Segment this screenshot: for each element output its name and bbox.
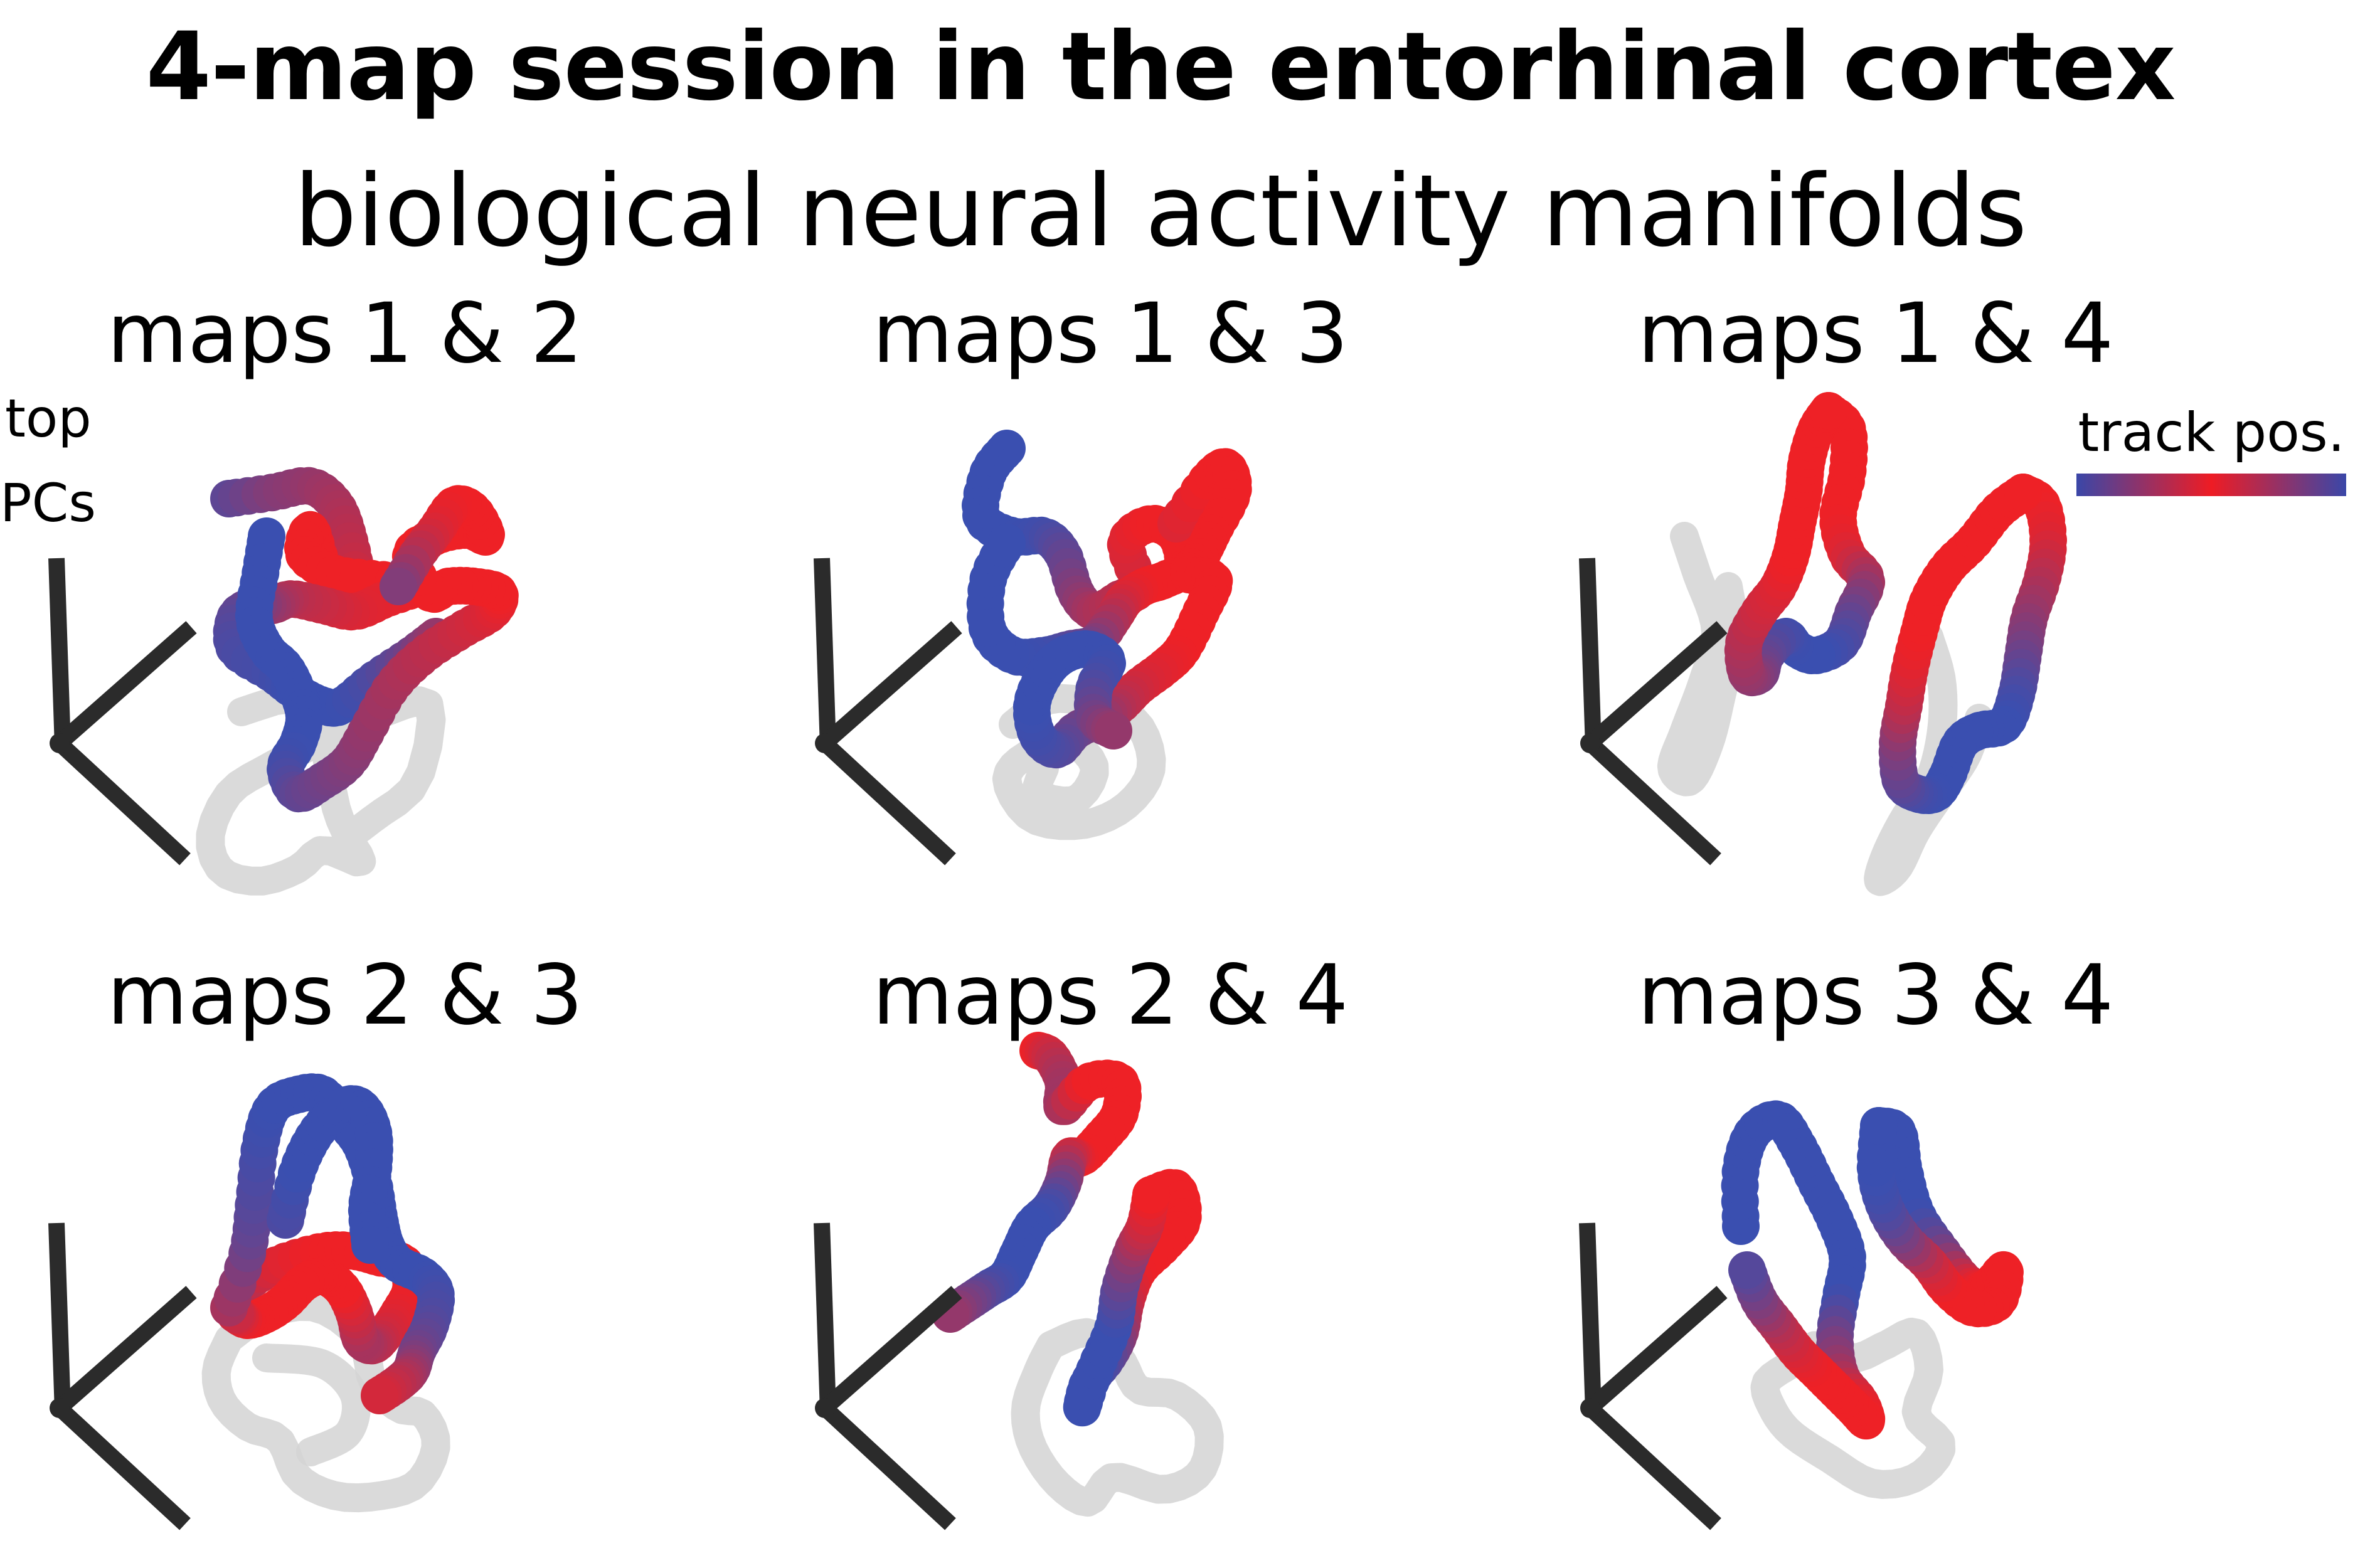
pc-axis-vertical xyxy=(48,558,71,747)
pc-axis-upper-diagonal xyxy=(54,1286,197,1414)
figure-subtitle: biological neural activity manifolds xyxy=(294,154,2027,269)
manifold-trajectory-2-dot xyxy=(1132,1176,1170,1214)
manifold-trajectory-1 xyxy=(1721,1100,1886,1440)
manifold-trajectory-2-dot xyxy=(380,568,417,605)
pc-axes xyxy=(1579,558,1728,866)
panel-5 xyxy=(814,1032,1224,1530)
pc-axes xyxy=(48,558,197,866)
panel-4 xyxy=(48,1073,455,1530)
panel-1 xyxy=(48,467,519,896)
manifold-shadow-1 xyxy=(1750,1317,1956,1499)
manifold-shadow-1 xyxy=(196,684,446,896)
manifold-trajectory-3-dot xyxy=(351,1226,389,1264)
manifold-trajectory-2 xyxy=(1856,1107,2024,1328)
manifold-trajectory-2-dot xyxy=(1860,1107,1898,1145)
manifold-trajectory-1 xyxy=(932,1032,1142,1333)
pc-axis-origin xyxy=(1580,1398,1600,1418)
axes-label-pcs: PCs xyxy=(0,472,97,534)
panel-3 xyxy=(1579,392,2067,896)
pc-axis-lower-diagonal xyxy=(54,1402,191,1530)
axes-label-top: top xyxy=(5,388,92,449)
pc-axis-origin xyxy=(50,1398,70,1418)
manifold-trajectory-2 xyxy=(1878,474,2067,814)
panel-label-maps-2-3: maps 2 & 3 xyxy=(107,947,583,1044)
pc-axes xyxy=(1579,1222,1728,1530)
panel-label-maps-1-2: maps 1 & 2 xyxy=(107,285,583,382)
pc-axis-vertical xyxy=(814,558,836,747)
pc-axis-upper-diagonal xyxy=(819,621,962,750)
pc-axis-origin xyxy=(815,733,835,753)
manifold-trajectory-3 xyxy=(267,1085,393,1264)
pc-axis-upper-diagonal xyxy=(1585,621,1728,750)
pc-axis-vertical xyxy=(814,1222,836,1412)
pc-axis-vertical xyxy=(1579,558,1602,747)
pc-axis-origin xyxy=(1580,733,1600,753)
panel-label-maps-2-4: maps 2 & 4 xyxy=(872,947,1349,1044)
panel-label-maps-3-4: maps 3 & 4 xyxy=(1637,947,2114,1044)
figure-title: 4-map session in the entorhinal cortex xyxy=(146,13,2176,122)
legend-gradient-bar xyxy=(2076,474,2346,496)
manifold-trajectory-2 xyxy=(235,485,519,813)
pc-axis-origin xyxy=(50,733,70,753)
panel-6 xyxy=(1579,1100,2024,1530)
pc-axes xyxy=(48,1222,197,1530)
pc-axis-vertical xyxy=(1579,1222,1602,1412)
pc-axes xyxy=(814,1222,962,1530)
pc-axes xyxy=(814,558,962,866)
pc-axis-lower-diagonal xyxy=(54,737,191,866)
pc-axis-lower-diagonal xyxy=(819,1402,956,1530)
manifold-shadow-2 xyxy=(252,1343,371,1466)
legend-label: track pos. xyxy=(2078,401,2345,464)
manifold-trajectory-2 xyxy=(1063,1168,1202,1427)
pc-axis-lower-diagonal xyxy=(1585,1402,1721,1530)
panel-label-maps-1-4: maps 1 & 4 xyxy=(1637,285,2114,382)
manifold-trajectory-1-dot xyxy=(1810,392,1847,430)
pc-axis-lower-diagonal xyxy=(819,737,956,866)
pc-axis-upper-diagonal xyxy=(819,1286,962,1414)
pc-axis-origin xyxy=(815,1398,835,1418)
pc-axis-vertical xyxy=(48,1222,71,1412)
manifold-trajectory-2-dot xyxy=(1095,712,1132,750)
manifold-shadow-1 xyxy=(1011,1318,1224,1517)
manifold-trajectory-2 xyxy=(1012,448,1252,769)
panel-2 xyxy=(814,430,1252,866)
manifold-shadow-1 xyxy=(1657,522,1750,797)
manifold-trajectory-2-dot xyxy=(2004,474,2042,511)
pc-axis-upper-diagonal xyxy=(1585,1286,1728,1414)
manifold-trajectory-1-dot xyxy=(988,524,1026,561)
panel-label-maps-1-3: maps 1 & 3 xyxy=(872,285,1349,382)
manifold-trajectory-1 xyxy=(1724,392,1886,697)
manifold-trajectory-1-dot xyxy=(1728,1251,1766,1289)
pc-axis-upper-diagonal xyxy=(54,621,197,750)
pc-axis-lower-diagonal xyxy=(1585,737,1721,866)
manifold-trajectory-2-dot xyxy=(361,1377,398,1414)
